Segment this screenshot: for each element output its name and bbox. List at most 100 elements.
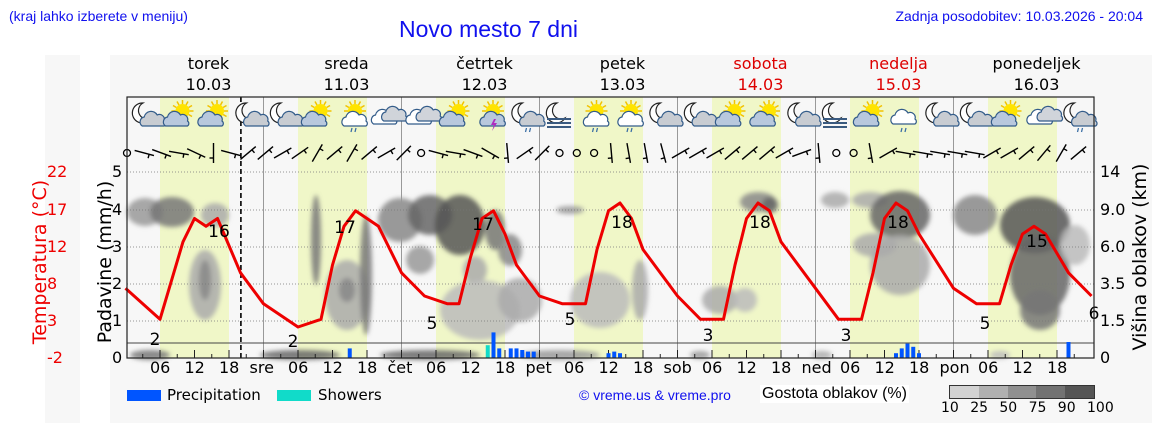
svg-text:3: 3 xyxy=(841,326,852,346)
copyright-link[interactable]: © vreme.us & vreme.pro xyxy=(579,387,731,403)
cloud-density-legend-label: Gostota oblakov (%) xyxy=(760,385,909,403)
time-tick: 06 xyxy=(978,358,999,377)
density-tick: 10 xyxy=(941,400,959,416)
time-tick: 18 xyxy=(219,358,240,377)
night-fog-icon xyxy=(821,102,847,128)
chart-frame xyxy=(126,96,1095,359)
time-tick: 18 xyxy=(357,358,378,377)
time-tick: 12 xyxy=(460,358,481,377)
temperature-axis-panel xyxy=(45,55,80,423)
sun-cloud-icon xyxy=(714,100,746,127)
precipitation-bars xyxy=(347,332,1071,358)
time-tick: 18 xyxy=(495,358,516,377)
time-tick: sre xyxy=(249,358,274,377)
sun-cloud-icon xyxy=(197,100,228,127)
time-tick: 18 xyxy=(909,358,930,377)
precipitation-tick: 2 xyxy=(112,274,123,293)
time-tick: 06 xyxy=(564,358,585,377)
day-date: 13.03 xyxy=(599,75,646,94)
sun-cloud-icon xyxy=(749,100,780,127)
day-header: nedelja 15.03 xyxy=(830,53,968,95)
day-header: torek 10.03 xyxy=(140,53,278,95)
time-tick: 18 xyxy=(1047,358,1068,377)
time-tick: 12 xyxy=(1012,358,1033,377)
temperature-line xyxy=(124,201,1093,329)
density-tick: 75 xyxy=(1028,400,1047,416)
location-menu-hint[interactable]: (kraj lahko izberete v meniju) xyxy=(9,8,188,24)
day-date: 14.03 xyxy=(737,75,784,94)
night-partly-cloudy-icon xyxy=(925,102,960,127)
precipitation-tick: 1 xyxy=(112,311,123,330)
day-header: sobota 14.03 xyxy=(692,53,830,95)
time-tick: 12 xyxy=(874,358,895,377)
last-updated: Zadnja posodobitev: 10.03.2026 - 20:04 xyxy=(895,8,1143,24)
page-title: Novo mesto 7 dni xyxy=(399,16,578,42)
svg-text:17: 17 xyxy=(334,218,356,238)
density-swatch xyxy=(1065,386,1094,398)
cloud-height-tick: 0 xyxy=(1100,348,1111,367)
svg-text:5: 5 xyxy=(565,310,576,330)
weather-icons-row xyxy=(131,100,1098,133)
cloud-height-tick: 9.0 xyxy=(1100,200,1126,219)
density-tick: 100 xyxy=(1087,400,1114,416)
temperature-tick: 17 xyxy=(47,200,68,219)
time-tick: 18 xyxy=(771,358,792,377)
time-tick: sob xyxy=(663,358,692,377)
temperature-tick: 3 xyxy=(47,311,58,330)
svg-text:3: 3 xyxy=(703,326,714,346)
svg-text:16: 16 xyxy=(208,222,230,242)
svg-text:18: 18 xyxy=(887,213,909,233)
temperature-tick: 22 xyxy=(47,162,68,181)
day-header: ponedeljek 16.03 xyxy=(968,53,1106,95)
wind-barbs-row xyxy=(122,142,1087,164)
sun-cloud-icon xyxy=(300,100,332,127)
cloud-height-tick: 3.5 xyxy=(1100,274,1126,293)
density-swatch xyxy=(978,386,1008,398)
night-partly-cloudy-icon xyxy=(649,102,684,127)
temperature-tick: 8 xyxy=(47,274,58,293)
density-tick: 90 xyxy=(1057,400,1076,416)
day-name: torek xyxy=(187,54,230,73)
time-tick: 06 xyxy=(426,358,447,377)
cloudy-icon xyxy=(370,105,408,125)
sun-cloud-icon xyxy=(990,100,1022,127)
precipitation-tick: 0 xyxy=(112,348,123,367)
cloud-density-scale xyxy=(949,385,1095,399)
day-name: nedelja xyxy=(869,54,928,73)
time-tick: čet xyxy=(387,358,413,377)
day-name: četrtek xyxy=(456,54,513,73)
cloudy-icon xyxy=(405,105,443,125)
day-header: četrtek 12.03 xyxy=(416,53,554,95)
day-date: 15.03 xyxy=(875,75,922,94)
sun-cloud-drizzle-icon xyxy=(582,100,610,133)
precipitation-tick: 3 xyxy=(112,237,123,256)
precipitation-legend-label: Precipitation xyxy=(167,386,261,404)
showers-legend-label: Showers xyxy=(318,386,382,404)
day-header: sreda 11.03 xyxy=(278,53,416,95)
day-date: 11.03 xyxy=(323,75,370,94)
precipitation-tick: 5 xyxy=(112,162,123,181)
day-date: 12.03 xyxy=(461,75,508,94)
time-tick: 12 xyxy=(736,358,757,377)
day-name: petek xyxy=(599,54,646,73)
density-swatch xyxy=(950,386,979,398)
time-tick: 06 xyxy=(288,358,309,377)
svg-text:5: 5 xyxy=(427,314,438,334)
day-date: 10.03 xyxy=(185,75,232,94)
cloudy-icon xyxy=(1026,105,1064,125)
night-cloud-drizzle-icon xyxy=(511,102,546,133)
time-tick: 18 xyxy=(633,358,654,377)
density-tick: 25 xyxy=(970,400,989,416)
svg-text:2: 2 xyxy=(150,330,161,350)
day-name: sobota xyxy=(733,54,788,73)
time-tick: 12 xyxy=(322,358,343,377)
time-tick: 06 xyxy=(840,358,861,377)
time-tick: ned xyxy=(801,358,832,377)
sun-cloud-icon xyxy=(162,100,194,127)
svg-text:2: 2 xyxy=(288,332,299,352)
precipitation-legend-swatch xyxy=(127,390,161,401)
svg-text:15: 15 xyxy=(1026,232,1048,252)
sun-cloud-icon xyxy=(438,100,470,127)
night-fog-icon xyxy=(545,102,571,128)
